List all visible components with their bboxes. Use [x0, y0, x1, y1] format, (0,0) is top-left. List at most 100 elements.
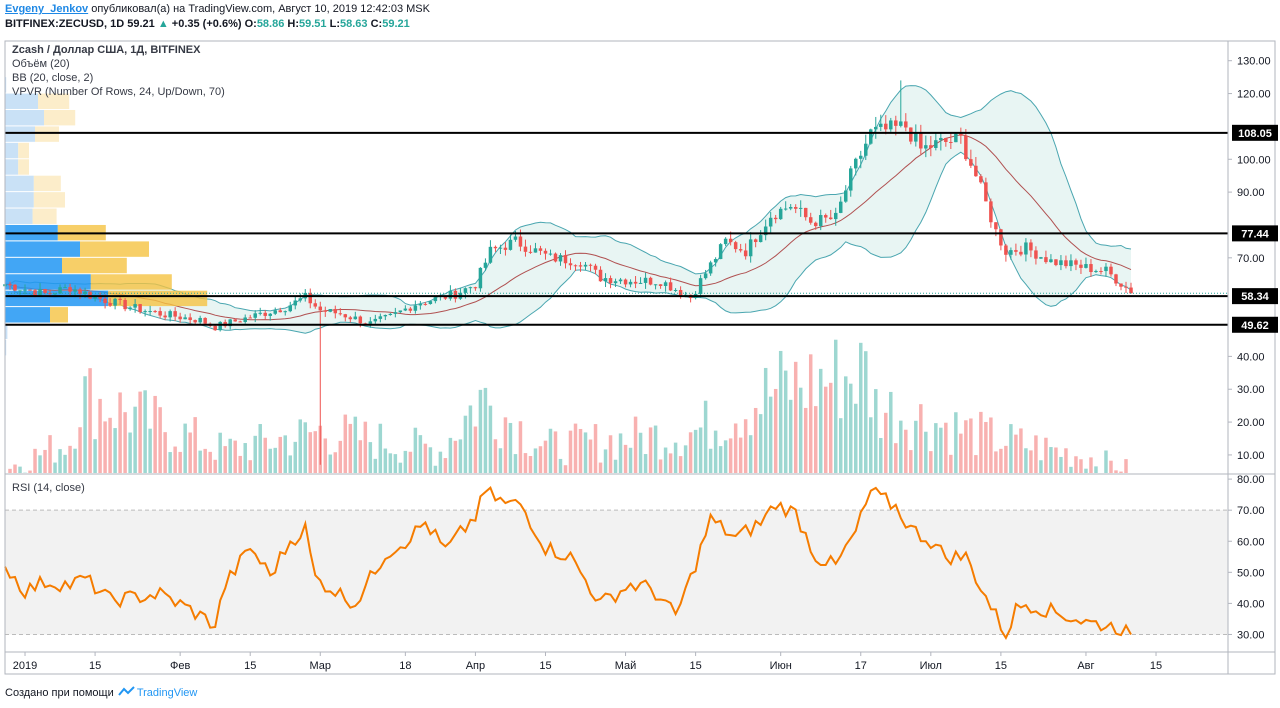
candle-body: [884, 123, 888, 130]
candle-body: [783, 208, 788, 210]
vpvr-down-bar: [33, 175, 61, 192]
volume-bar: [1104, 450, 1108, 473]
candle-body: [984, 182, 988, 202]
close-value: 59.21: [382, 18, 410, 30]
candle-body: [598, 269, 603, 282]
volume-bar: [328, 454, 333, 473]
volume-bar: [333, 452, 338, 473]
volume-bar: [994, 451, 998, 473]
candle-body: [268, 313, 272, 316]
volume-bar: [193, 417, 197, 473]
volume-bar: [1109, 460, 1113, 473]
candle-body: [618, 279, 623, 282]
candle-body: [1004, 245, 1008, 255]
time-tick-label: 15: [995, 660, 1007, 672]
candle-body: [418, 303, 423, 306]
candle-body: [919, 133, 923, 149]
price-tick-label: 130.00: [1237, 56, 1271, 68]
volume-bar: [718, 446, 723, 473]
vpvr-down-bar: [50, 307, 68, 323]
volume-bar: [984, 421, 988, 473]
candle-body: [658, 284, 663, 286]
low-value: 58.63: [340, 18, 368, 30]
last-price: 59.21: [127, 18, 155, 30]
candle-body: [999, 229, 1003, 246]
candle-body: [793, 206, 798, 209]
bb-legend[interactable]: BB (20, close, 2): [12, 72, 94, 84]
volume-bar: [483, 387, 488, 473]
volume-bar: [458, 439, 463, 473]
candle-body: [568, 263, 573, 266]
candle-body: [974, 165, 978, 177]
volume-bar: [783, 370, 788, 473]
candle-body: [18, 290, 22, 292]
candle-body: [663, 282, 668, 286]
candle-body: [728, 238, 733, 243]
volume-bar: [688, 432, 693, 473]
volume-bar: [844, 376, 848, 473]
candle-body: [43, 289, 47, 294]
volume-bar: [1039, 460, 1043, 473]
price-tick-label: 100.00: [1237, 154, 1271, 166]
candle-body: [323, 310, 328, 312]
vpvr-up-bar: [5, 307, 50, 323]
volume-legend[interactable]: Объём (20): [12, 58, 70, 70]
vpvr-up-bar: [5, 274, 91, 290]
candle-body: [1039, 257, 1043, 259]
volume-bar: [954, 412, 958, 473]
candle-body: [28, 289, 32, 291]
candle-body: [178, 316, 182, 320]
footer-text: Создано при помощи: [5, 686, 114, 699]
volume-bar: [233, 440, 237, 473]
candle-body: [483, 262, 488, 268]
volume-bar: [183, 423, 187, 473]
vpvr-legend[interactable]: VPVR (Number Of Rows, 24, Up/Down, 70): [12, 86, 225, 98]
candle-body: [1024, 242, 1028, 255]
published-text: опубликовал(а) на TradingView.com, Авгус…: [91, 3, 430, 15]
volume-bar: [408, 451, 413, 473]
volume-bar: [368, 442, 373, 473]
volume-bar: [1094, 466, 1098, 473]
candle-body: [939, 137, 943, 141]
candle-body: [383, 314, 388, 317]
price-tick-label: 20.00: [1237, 417, 1265, 429]
rsi-legend[interactable]: RSI (14, close): [12, 482, 85, 494]
footer-brand[interactable]: TradingView: [136, 686, 198, 699]
volume-bar: [899, 420, 903, 473]
candle-body: [879, 123, 883, 127]
volume-bar: [58, 449, 62, 473]
candle-body: [603, 278, 608, 282]
time-tick-label: 15: [1150, 660, 1162, 672]
author-link[interactable]: Evgeny_Jenkov: [5, 3, 89, 15]
candle-body: [283, 311, 287, 313]
candle-body: [73, 289, 77, 292]
volume-bar: [398, 462, 403, 473]
candle-body: [743, 250, 748, 257]
tradingview-logo-icon[interactable]: [118, 686, 136, 700]
time-tick-label: Июл: [920, 660, 942, 672]
candle-body: [1129, 287, 1133, 294]
candle-body: [608, 278, 613, 284]
volume-bar: [548, 428, 553, 473]
symbol-label: BITFINEX:ZECUSD, 1D: [5, 18, 125, 30]
rsi-tick-label: 30.00: [1237, 629, 1265, 641]
volume-bar: [378, 423, 383, 473]
volume-bar: [208, 451, 212, 473]
volume-bar: [243, 443, 247, 473]
level-label-bg: [1232, 316, 1278, 333]
volume-bar: [1089, 457, 1093, 473]
price-pane: [3, 77, 1228, 473]
volume-bar: [488, 405, 493, 473]
candle-body: [643, 277, 648, 283]
candle-body: [849, 168, 853, 191]
candle-body: [358, 316, 363, 324]
candle-body: [548, 253, 553, 255]
candle-body: [493, 246, 498, 249]
candle-body: [533, 248, 538, 253]
volume-bar: [618, 433, 623, 473]
vpvr-up-bar: [5, 93, 38, 109]
volume-bar: [283, 435, 287, 473]
vpvr-up-bar: [5, 109, 44, 126]
volume-bar: [163, 432, 167, 473]
